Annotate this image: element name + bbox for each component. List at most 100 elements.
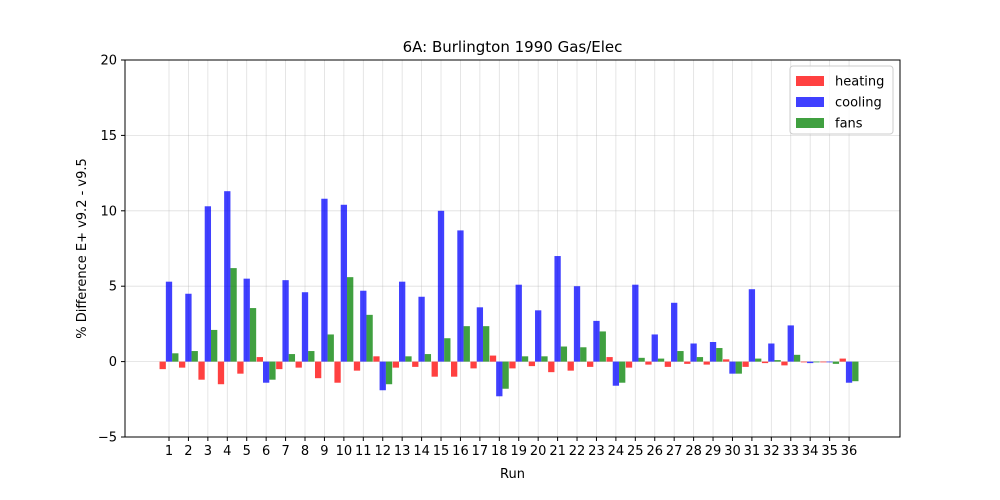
bar-fans: [521, 356, 529, 362]
bar-fans: [366, 314, 373, 362]
x-tick-label: 12: [374, 444, 391, 459]
bar-fans: [696, 357, 704, 362]
bar-cooling: [807, 361, 814, 364]
bar-heating: [606, 357, 613, 362]
x-tick-label: 29: [705, 444, 722, 459]
x-tick-label: 19: [510, 444, 527, 459]
bar-fans: [347, 277, 354, 362]
legend-swatch-heating: [796, 76, 824, 86]
bar-cooling: [340, 204, 348, 362]
bar-fans: [852, 361, 859, 382]
bar-fans: [230, 268, 237, 362]
x-tick-label: 27: [666, 444, 683, 459]
bar-fans: [716, 348, 723, 362]
x-tick-label: 20: [530, 444, 547, 459]
x-tick-label: 21: [549, 444, 566, 459]
bar-heating: [159, 361, 166, 370]
bar-heating: [237, 361, 244, 374]
y-axis-title: % Difference E+ v9.2 - v9.5: [75, 158, 90, 339]
bar-cooling: [379, 361, 386, 391]
bar-cooling: [671, 302, 678, 362]
bar-fans: [288, 354, 296, 362]
legend: heating cooling fans: [789, 65, 894, 135]
legend-label-cooling: cooling: [835, 96, 882, 111]
bar-cooling: [690, 343, 697, 362]
x-tick-label: 32: [763, 444, 780, 459]
x-tick-label: 8: [301, 444, 309, 459]
bar-fans: [269, 361, 276, 380]
x-tick-label: 25: [627, 444, 644, 459]
bar-heating: [781, 361, 788, 366]
bar-fans: [755, 358, 762, 362]
bar-fans: [619, 361, 626, 383]
bar-cooling: [476, 307, 484, 362]
x-tick-label: 31: [744, 444, 761, 459]
bar-heating: [684, 361, 691, 364]
bar-cooling: [593, 320, 600, 362]
bar-cooling: [282, 280, 289, 362]
bar-cooling: [787, 325, 794, 362]
bar-heating: [528, 361, 536, 367]
bar-cooling: [321, 198, 328, 362]
y-tick-label: 0: [109, 355, 117, 370]
legend-swatch-fans: [796, 118, 824, 128]
bar-heating: [217, 361, 225, 385]
x-tick-label: 5: [243, 444, 251, 459]
bar-fans: [657, 358, 665, 362]
bar-fans: [599, 331, 606, 362]
bar-fans: [327, 334, 334, 362]
bar-fans: [638, 357, 645, 362]
bar-fans: [405, 356, 412, 362]
x-tick-label: 3: [204, 444, 212, 459]
bar-fans: [191, 351, 198, 362]
x-tick-label: 18: [491, 444, 508, 459]
x-tick-label: 1: [165, 444, 173, 459]
bar-cooling: [612, 361, 620, 386]
bar-cooling: [437, 210, 445, 362]
x-tick-label: 28: [685, 444, 702, 459]
bar-cooling: [165, 281, 173, 362]
bar-cooling: [768, 343, 775, 362]
bar-cooling: [457, 230, 464, 362]
x-tick-label: 16: [452, 444, 469, 459]
bar-heating: [548, 361, 555, 373]
bar-cooling: [632, 284, 639, 362]
bar-fans: [463, 326, 470, 362]
bar-cooling: [535, 310, 542, 362]
bar-fans: [444, 338, 451, 362]
x-tick-label: 33: [782, 444, 799, 459]
bar-cooling: [263, 361, 270, 383]
bar-cooling: [301, 292, 309, 362]
bar-cooling: [709, 341, 717, 362]
bar-cooling: [204, 206, 212, 362]
x-tick-label: 30: [724, 444, 741, 459]
bar-heating: [839, 358, 846, 362]
bar-fans: [502, 361, 509, 389]
x-tick-label: 35: [821, 444, 838, 459]
legend-label-heating: heating: [835, 75, 884, 90]
bar-cooling: [729, 361, 736, 374]
bar-cooling: [651, 334, 658, 362]
bar-heating: [334, 361, 341, 383]
bar-cooling: [515, 284, 522, 362]
bar-heating: [373, 356, 380, 362]
bar-heating: [567, 361, 574, 371]
bar-fans: [172, 353, 179, 362]
x-tick-label: 22: [569, 444, 586, 459]
bar-heating: [761, 361, 769, 364]
x-tick-label: 17: [472, 444, 489, 459]
x-tick-label: 36: [841, 444, 858, 459]
bar-cooling: [496, 361, 503, 397]
bar-heating: [412, 361, 419, 367]
bar-heating: [470, 361, 477, 369]
bar-fans: [211, 329, 218, 362]
bar-heating: [295, 361, 302, 368]
y-tick-label: 5: [109, 280, 117, 295]
bar-fans: [580, 347, 587, 362]
x-tick-label: 10: [336, 444, 353, 459]
bar-heating: [178, 361, 186, 368]
x-tick-label: 24: [608, 444, 625, 459]
bar-fans: [813, 361, 820, 363]
